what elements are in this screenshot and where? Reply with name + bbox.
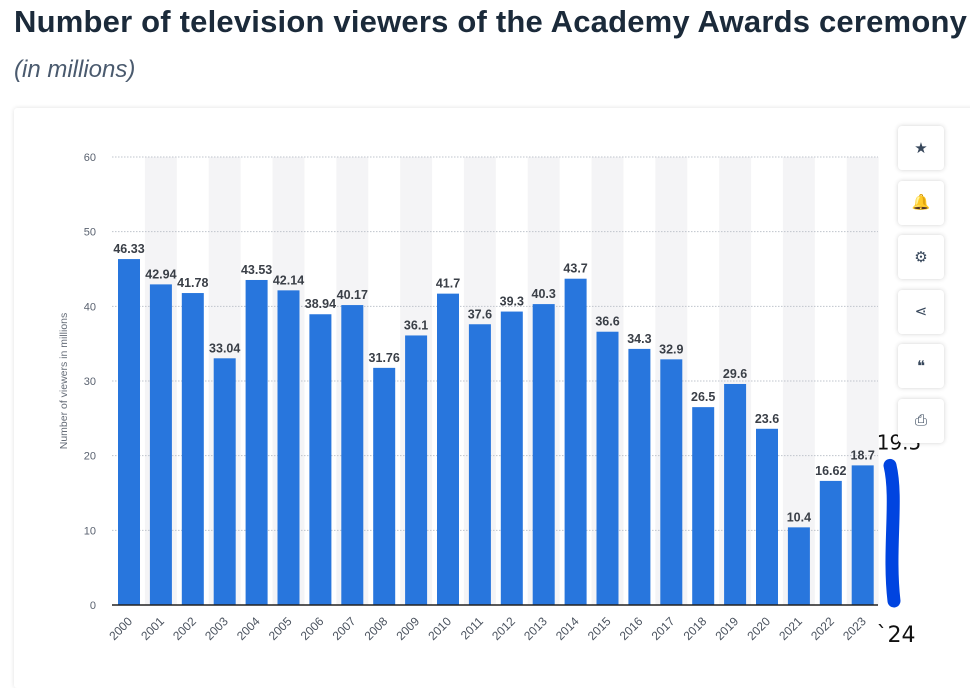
gear-icon: ⚙	[914, 248, 928, 266]
x-tick-label: 2023	[840, 614, 869, 643]
print-button[interactable]: ⎙	[898, 398, 944, 443]
data-label: 37.6	[468, 307, 492, 321]
x-tick-label: 2002	[170, 614, 199, 643]
data-label: 34.3	[627, 332, 651, 346]
data-label: 10.4	[787, 510, 811, 524]
data-label: 16.62	[815, 464, 846, 478]
data-label: 36.1	[404, 318, 428, 332]
data-label: 43.7	[563, 262, 587, 276]
bar	[149, 284, 172, 605]
bar	[277, 290, 300, 605]
x-tick-label: 2000	[106, 614, 135, 643]
bar	[692, 407, 715, 605]
bar-chart: 0 10 20 30 40 50 60 Number of viewers in millio…	[58, 152, 921, 648]
bar	[756, 428, 778, 605]
y-tick-label: 20	[84, 451, 96, 463]
bell-button[interactable]: 🔔	[898, 180, 944, 225]
x-tick-label: 2008	[362, 614, 391, 643]
bar	[181, 293, 204, 605]
quote-icon: ❝	[916, 357, 926, 375]
bar	[405, 335, 428, 605]
data-label: 23.6	[755, 412, 779, 426]
x-tick-label: 2016	[617, 614, 646, 643]
data-label: 41.78	[177, 276, 208, 290]
bar	[309, 314, 332, 605]
x-tick-label: 2010	[425, 614, 454, 643]
bar	[500, 311, 523, 605]
data-label: 26.5	[691, 390, 715, 404]
x-tick-label: 2004	[234, 614, 263, 643]
x-tick-label: 2013	[521, 614, 550, 643]
x-tick-label: 2018	[681, 614, 710, 643]
x-tick-label: 2021	[776, 614, 805, 643]
bar	[628, 348, 651, 605]
print-icon: ⎙	[914, 412, 927, 429]
y-tick-label: 30	[84, 376, 96, 388]
data-label: 38.94	[305, 297, 336, 311]
x-tick-label: 2009	[393, 614, 422, 643]
bar	[213, 358, 236, 605]
annotation-bar	[883, 458, 901, 608]
bar	[118, 259, 140, 605]
y-tick-label: 50	[84, 227, 96, 239]
data-label: 40.17	[337, 288, 368, 302]
share-button[interactable]: ⋖	[898, 289, 944, 334]
bar	[532, 304, 555, 605]
chart-toolbar: ★ 🔔 ⚙ ⋖ ❝ ⎙	[898, 126, 944, 453]
x-tick-label: 2003	[202, 614, 231, 643]
x-tick-label: 2001	[138, 614, 167, 643]
star-icon: ★	[914, 139, 928, 157]
bar	[660, 359, 683, 605]
data-label: 18.7	[851, 448, 875, 462]
data-label: 42.14	[273, 273, 304, 287]
x-tick-label: 2020	[744, 614, 773, 643]
y-tick-label: 40	[84, 301, 96, 313]
data-label: 40.3	[532, 287, 556, 301]
bar	[564, 278, 587, 605]
data-label: 41.7	[436, 277, 460, 291]
data-label: 32.9	[659, 342, 683, 356]
bell-icon: 🔔	[911, 194, 931, 211]
bar	[373, 367, 396, 605]
y-tick-label: 0	[90, 600, 96, 612]
data-label: 33.04	[209, 341, 240, 355]
x-tick-label: 2017	[649, 614, 678, 643]
data-label: 29.6	[723, 367, 747, 381]
bar	[245, 279, 268, 605]
x-tick-label: 2007	[330, 614, 359, 643]
x-tick-label: 2014	[553, 614, 582, 643]
page-title: Number of television viewers of the Acad…	[14, 4, 968, 39]
page-subtitle: (in millions)	[14, 56, 136, 83]
bar	[437, 293, 459, 605]
x-tick-label: 2011	[458, 614, 486, 642]
annotation-category-label: `24	[877, 623, 916, 648]
bar	[787, 527, 810, 605]
data-label: 36.6	[595, 315, 619, 329]
data-label: 39.3	[500, 295, 524, 309]
y-tick-label: 60	[84, 152, 96, 164]
star-button[interactable]: ★	[898, 126, 944, 170]
data-label: 46.33	[113, 242, 144, 256]
share-icon: ⋖	[914, 303, 928, 320]
x-tick-label: 2015	[585, 614, 614, 643]
bar	[596, 331, 619, 605]
bar	[341, 305, 364, 605]
x-tick-label: 2019	[712, 614, 741, 643]
x-tick-label: 2022	[808, 614, 837, 643]
data-label: 42.94	[145, 267, 176, 281]
data-label: 43.53	[241, 263, 272, 277]
x-tick-label: 2012	[489, 614, 518, 643]
bar	[851, 465, 874, 605]
quote-button[interactable]: ❝	[898, 344, 944, 388]
x-tick-label: 2005	[266, 614, 295, 643]
bar	[724, 383, 747, 605]
bar	[819, 480, 842, 605]
y-tick-label: 10	[84, 525, 96, 537]
x-tick-label: 2006	[298, 614, 327, 643]
gear-button[interactable]: ⚙	[898, 235, 944, 279]
data-label: 31.76	[369, 351, 400, 365]
bar	[468, 324, 491, 605]
y-axis-label: Number of viewers in millions	[58, 313, 70, 450]
